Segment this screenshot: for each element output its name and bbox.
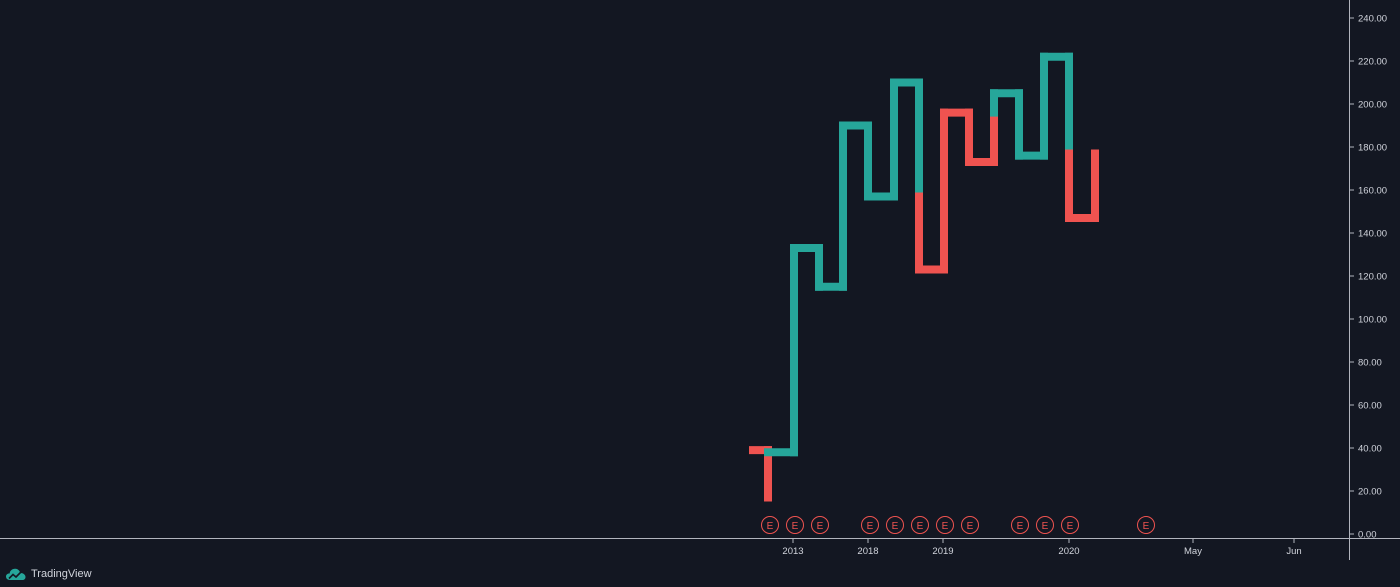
branding[interactable]: TradingView <box>6 566 92 582</box>
y-tick-label: 120.00 <box>1358 272 1387 283</box>
earnings-e-marker-icon[interactable]: E <box>1011 516 1029 534</box>
y-tick-label: 0.00 <box>1358 530 1377 539</box>
svg-text:E: E <box>917 521 924 532</box>
y-tick-label: 100.00 <box>1358 315 1387 326</box>
y-tick-label: 20.00 <box>1358 487 1382 498</box>
y-tick-label: 80.00 <box>1358 358 1382 369</box>
svg-text:E: E <box>867 521 874 532</box>
tradingview-cloud-icon <box>6 568 26 580</box>
earnings-e-marker-icon[interactable]: E <box>811 516 829 534</box>
svg-text:E: E <box>892 521 899 532</box>
svg-text:E: E <box>817 521 824 532</box>
svg-text:E: E <box>1042 521 1049 532</box>
svg-text:E: E <box>1067 521 1074 532</box>
y-tick-label: 160.00 <box>1358 186 1387 197</box>
bottom-bar: TradingView <box>0 560 1400 587</box>
y-tick-label: 180.00 <box>1358 143 1387 154</box>
svg-text:E: E <box>1017 521 1024 532</box>
x-tick-label: May <box>1184 546 1202 557</box>
x-tick-label: 2020 <box>1058 546 1079 557</box>
y-tick-label: 220.00 <box>1358 57 1387 68</box>
svg-text:E: E <box>942 521 949 532</box>
svg-text:E: E <box>792 521 799 532</box>
x-tick-label: 2013 <box>782 546 803 557</box>
time-scale[interactable]: 2013 2018 2019 2020 May Jun <box>0 538 1349 560</box>
earnings-e-marker-icon[interactable]: E <box>786 516 804 534</box>
x-tick-label: 2018 <box>857 546 878 557</box>
earnings-e-marker-icon[interactable]: E <box>886 516 904 534</box>
svg-text:E: E <box>1143 521 1150 532</box>
kagi-series <box>749 52 1099 502</box>
y-tick-label: 140.00 <box>1358 229 1387 240</box>
earnings-e-marker-icon[interactable]: E <box>911 516 929 534</box>
earnings-e-marker-icon[interactable]: E <box>1061 516 1079 534</box>
earnings-e-marker-icon[interactable]: E <box>1137 516 1155 534</box>
brand-name: TradingView <box>31 568 92 580</box>
x-tick-label: Jun <box>1286 546 1301 557</box>
y-tick-label: 40.00 <box>1358 444 1382 455</box>
svg-text:E: E <box>767 521 774 532</box>
scale-corner <box>1349 538 1400 560</box>
earnings-e-marker-icon[interactable]: E <box>961 516 979 534</box>
earnings-e-marker-icon[interactable]: E <box>761 516 779 534</box>
earnings-e-marker-icon[interactable]: E <box>936 516 954 534</box>
y-tick-label: 60.00 <box>1358 401 1382 412</box>
y-tick-label: 200.00 <box>1358 100 1387 111</box>
earnings-e-marker-icon[interactable]: E <box>861 516 879 534</box>
x-tick-label: 2019 <box>932 546 953 557</box>
price-scale[interactable]: 0.00 20.00 40.00 60.00 80.00 100.00 120.00 140.… <box>1349 0 1400 541</box>
svg-text:E: E <box>967 521 974 532</box>
earnings-e-marker-icon[interactable]: E <box>1036 516 1054 534</box>
y-tick-label: 240.00 <box>1358 14 1387 25</box>
